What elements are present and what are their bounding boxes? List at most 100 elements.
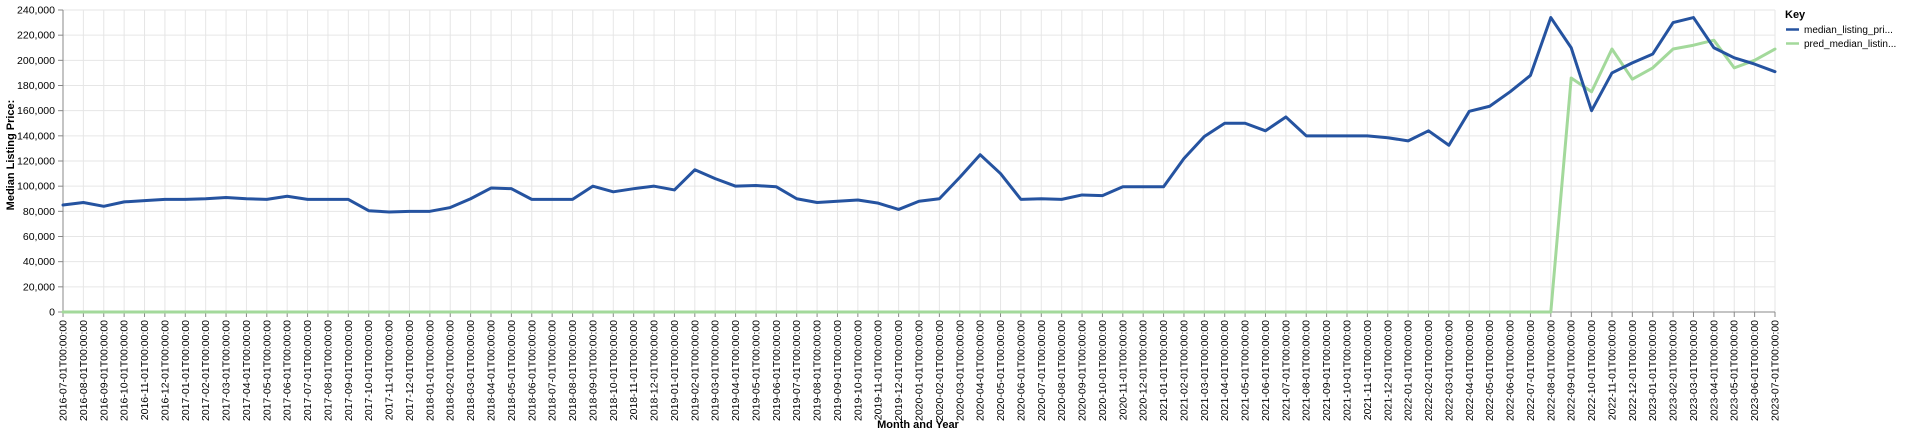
x-tick-label: 2019-08-01T00:00:00: [812, 320, 824, 421]
x-tick-label: 2021-09-01T00:00:00: [1321, 320, 1333, 421]
x-tick-label: 2022-11-01T00:00:00: [1606, 320, 1618, 420]
x-tick-label: 2018-01-01T00:00:00: [424, 320, 436, 421]
x-tick-label: 2017-10-01T00:00:00: [363, 320, 375, 421]
legend: Key median_listing_pri... pred_median_lis…: [1785, 9, 1896, 50]
x-tick-label: 2020-07-01T00:00:00: [1036, 320, 1048, 421]
x-tick-label: 2019-09-01T00:00:00: [832, 320, 844, 421]
x-tick-label: 2020-08-01T00:00:00: [1056, 320, 1068, 421]
x-tick-label: 2017-06-01T00:00:00: [282, 320, 294, 421]
x-tick-label: 2018-08-01T00:00:00: [567, 320, 579, 421]
x-tick-label: 2019-07-01T00:00:00: [791, 320, 803, 421]
x-tick-label: 2018-06-01T00:00:00: [526, 320, 538, 421]
x-tick-label: 2022-08-01T00:00:00: [1545, 320, 1557, 421]
x-tick-label: 2022-04-01T00:00:00: [1464, 320, 1476, 421]
x-tick-label: 2017-04-01T00:00:00: [241, 320, 253, 421]
x-tick-label: 2021-12-01T00:00:00: [1382, 320, 1394, 421]
y-tick-label: 20,000: [23, 281, 55, 293]
x-tick-label: 2016-12-01T00:00:00: [159, 320, 171, 421]
x-tick-label: 2023-01-01T00:00:00: [1647, 320, 1659, 421]
x-tick-label: 2022-12-01T00:00:00: [1627, 320, 1639, 421]
x-tick-label: 2017-12-01T00:00:00: [404, 320, 416, 421]
x-tick-label: 2020-01-01T00:00:00: [914, 320, 926, 421]
series-line-median-listing-pri: [61, 16, 1777, 214]
y-tick-label: 240,000: [17, 5, 55, 17]
x-tick-label: 2019-01-01T00:00:00: [669, 320, 681, 421]
y-tick-label: 180,000: [17, 80, 55, 92]
x-tick-label: 2019-02-01T00:00:00: [689, 320, 701, 421]
y-tick-label: 120,000: [17, 156, 55, 168]
x-axis-title: Month and Year: [877, 419, 959, 431]
x-tick-label: 2021-10-01T00:00:00: [1342, 320, 1354, 421]
x-tick-label: 2017-07-01T00:00:00: [302, 320, 314, 421]
x-tick-label: 2019-11-01T00:00:00: [873, 320, 885, 420]
x-tick-label: 2021-05-01T00:00:00: [1240, 320, 1252, 421]
x-tick-label: 2019-03-01T00:00:00: [710, 320, 722, 421]
x-tick-label: 2019-04-01T00:00:00: [730, 320, 742, 421]
x-tick-label: 2022-10-01T00:00:00: [1586, 320, 1598, 421]
x-tick-label: 2021-07-01T00:00:00: [1280, 320, 1292, 421]
x-tick-label: 2018-09-01T00:00:00: [587, 320, 599, 421]
x-tick-label: 2020-03-01T00:00:00: [954, 320, 966, 421]
x-tick-label: 2016-10-01T00:00:00: [119, 320, 131, 421]
x-tick-label: 2023-04-01T00:00:00: [1708, 320, 1720, 421]
x-tick-label: 2016-09-01T00:00:00: [98, 320, 110, 421]
y-tick-label: 140,000: [17, 130, 55, 142]
x-tick-label: 2018-05-01T00:00:00: [506, 320, 518, 421]
x-tick-label: 2019-05-01T00:00:00: [750, 320, 762, 421]
x-tick-label: 2018-11-01T00:00:00: [628, 320, 640, 420]
y-tick-label: 40,000: [23, 256, 55, 268]
series-lines: [61, 16, 1777, 314]
y-tick-label: 200,000: [17, 55, 55, 67]
x-tick-label: 2022-06-01T00:00:00: [1505, 320, 1517, 421]
x-tick-label: 2021-04-01T00:00:00: [1219, 320, 1231, 421]
x-tick-label: 2020-05-01T00:00:00: [995, 320, 1007, 421]
y-axis: 0 20,000 40,000 60,000 80,000 100,000 120,000 1…: [17, 5, 64, 319]
y-tick-label: 80,000: [23, 206, 55, 218]
x-tick-label: 2023-03-01T00:00:00: [1688, 320, 1700, 421]
x-tick-label: 2017-02-01T00:00:00: [200, 320, 212, 421]
x-tick-label: 2018-02-01T00:00:00: [445, 320, 457, 421]
x-tick-label: 2021-11-01T00:00:00: [1362, 320, 1374, 420]
x-tick-label: 2020-09-01T00:00:00: [1077, 320, 1089, 421]
x-tick-label: 2020-12-01T00:00:00: [1138, 320, 1150, 421]
legend-title: Key: [1785, 9, 1806, 21]
y-tick-label: 220,000: [17, 30, 55, 42]
x-tick-label: 2023-06-01T00:00:00: [1749, 320, 1761, 421]
x-tick-label: 2018-04-01T00:00:00: [486, 320, 498, 421]
x-tick-label: 2020-11-01T00:00:00: [1117, 320, 1129, 420]
x-axis: 2016-07-01T00:00:00 2016-08-01T00:00:00 20…: [58, 311, 1782, 421]
x-tick-label: 2017-03-01T00:00:00: [221, 320, 233, 421]
y-tick-label: 0: [49, 307, 55, 319]
x-tick-label: 2022-09-01T00:00:00: [1566, 320, 1578, 421]
x-tick-label: 2019-06-01T00:00:00: [771, 320, 783, 421]
x-tick-label: 2021-03-01T00:00:00: [1199, 320, 1211, 421]
x-tick-label: 2018-12-01T00:00:00: [649, 320, 661, 421]
x-tick-label: 2016-08-01T00:00:00: [78, 320, 90, 421]
legend-label: median_listing_pri...: [1804, 25, 1893, 36]
x-tick-label: 2019-12-01T00:00:00: [893, 320, 905, 421]
x-tick-label: 2022-01-01T00:00:00: [1403, 320, 1415, 421]
gridlines: [62, 9, 1776, 313]
x-tick-label: 2023-05-01T00:00:00: [1729, 320, 1741, 421]
x-tick-label: 2017-01-01T00:00:00: [180, 320, 192, 421]
x-tick-label: 2017-11-01T00:00:00: [384, 320, 396, 420]
legend-label: pred_median_listin...: [1804, 39, 1896, 50]
x-tick-label: 2017-08-01T00:00:00: [322, 320, 334, 421]
x-tick-label: 2016-07-01T00:00:00: [58, 320, 70, 421]
x-tick-label: 2022-03-01T00:00:00: [1443, 320, 1455, 421]
x-tick-label: 2016-11-01T00:00:00: [139, 320, 151, 420]
x-tick-label: 2021-01-01T00:00:00: [1158, 320, 1170, 421]
x-tick-label: 2017-09-01T00:00:00: [343, 320, 355, 421]
y-axis-title: Median Listing Price:: [5, 100, 17, 211]
x-tick-label: 2023-07-01T00:00:00: [1770, 320, 1782, 421]
y-tick-label: 160,000: [17, 105, 55, 117]
x-tick-label: 2020-10-01T00:00:00: [1097, 320, 1109, 421]
x-tick-label: 2019-10-01T00:00:00: [852, 320, 864, 421]
x-tick-label: 2022-05-01T00:00:00: [1484, 320, 1496, 421]
x-tick-label: 2023-02-01T00:00:00: [1668, 320, 1680, 421]
x-tick-label: 2021-06-01T00:00:00: [1260, 320, 1272, 421]
y-tick-label: 60,000: [23, 231, 55, 243]
series-line-pred-median-listin: [61, 38, 1777, 314]
x-tick-label: 2020-02-01T00:00:00: [934, 320, 946, 421]
